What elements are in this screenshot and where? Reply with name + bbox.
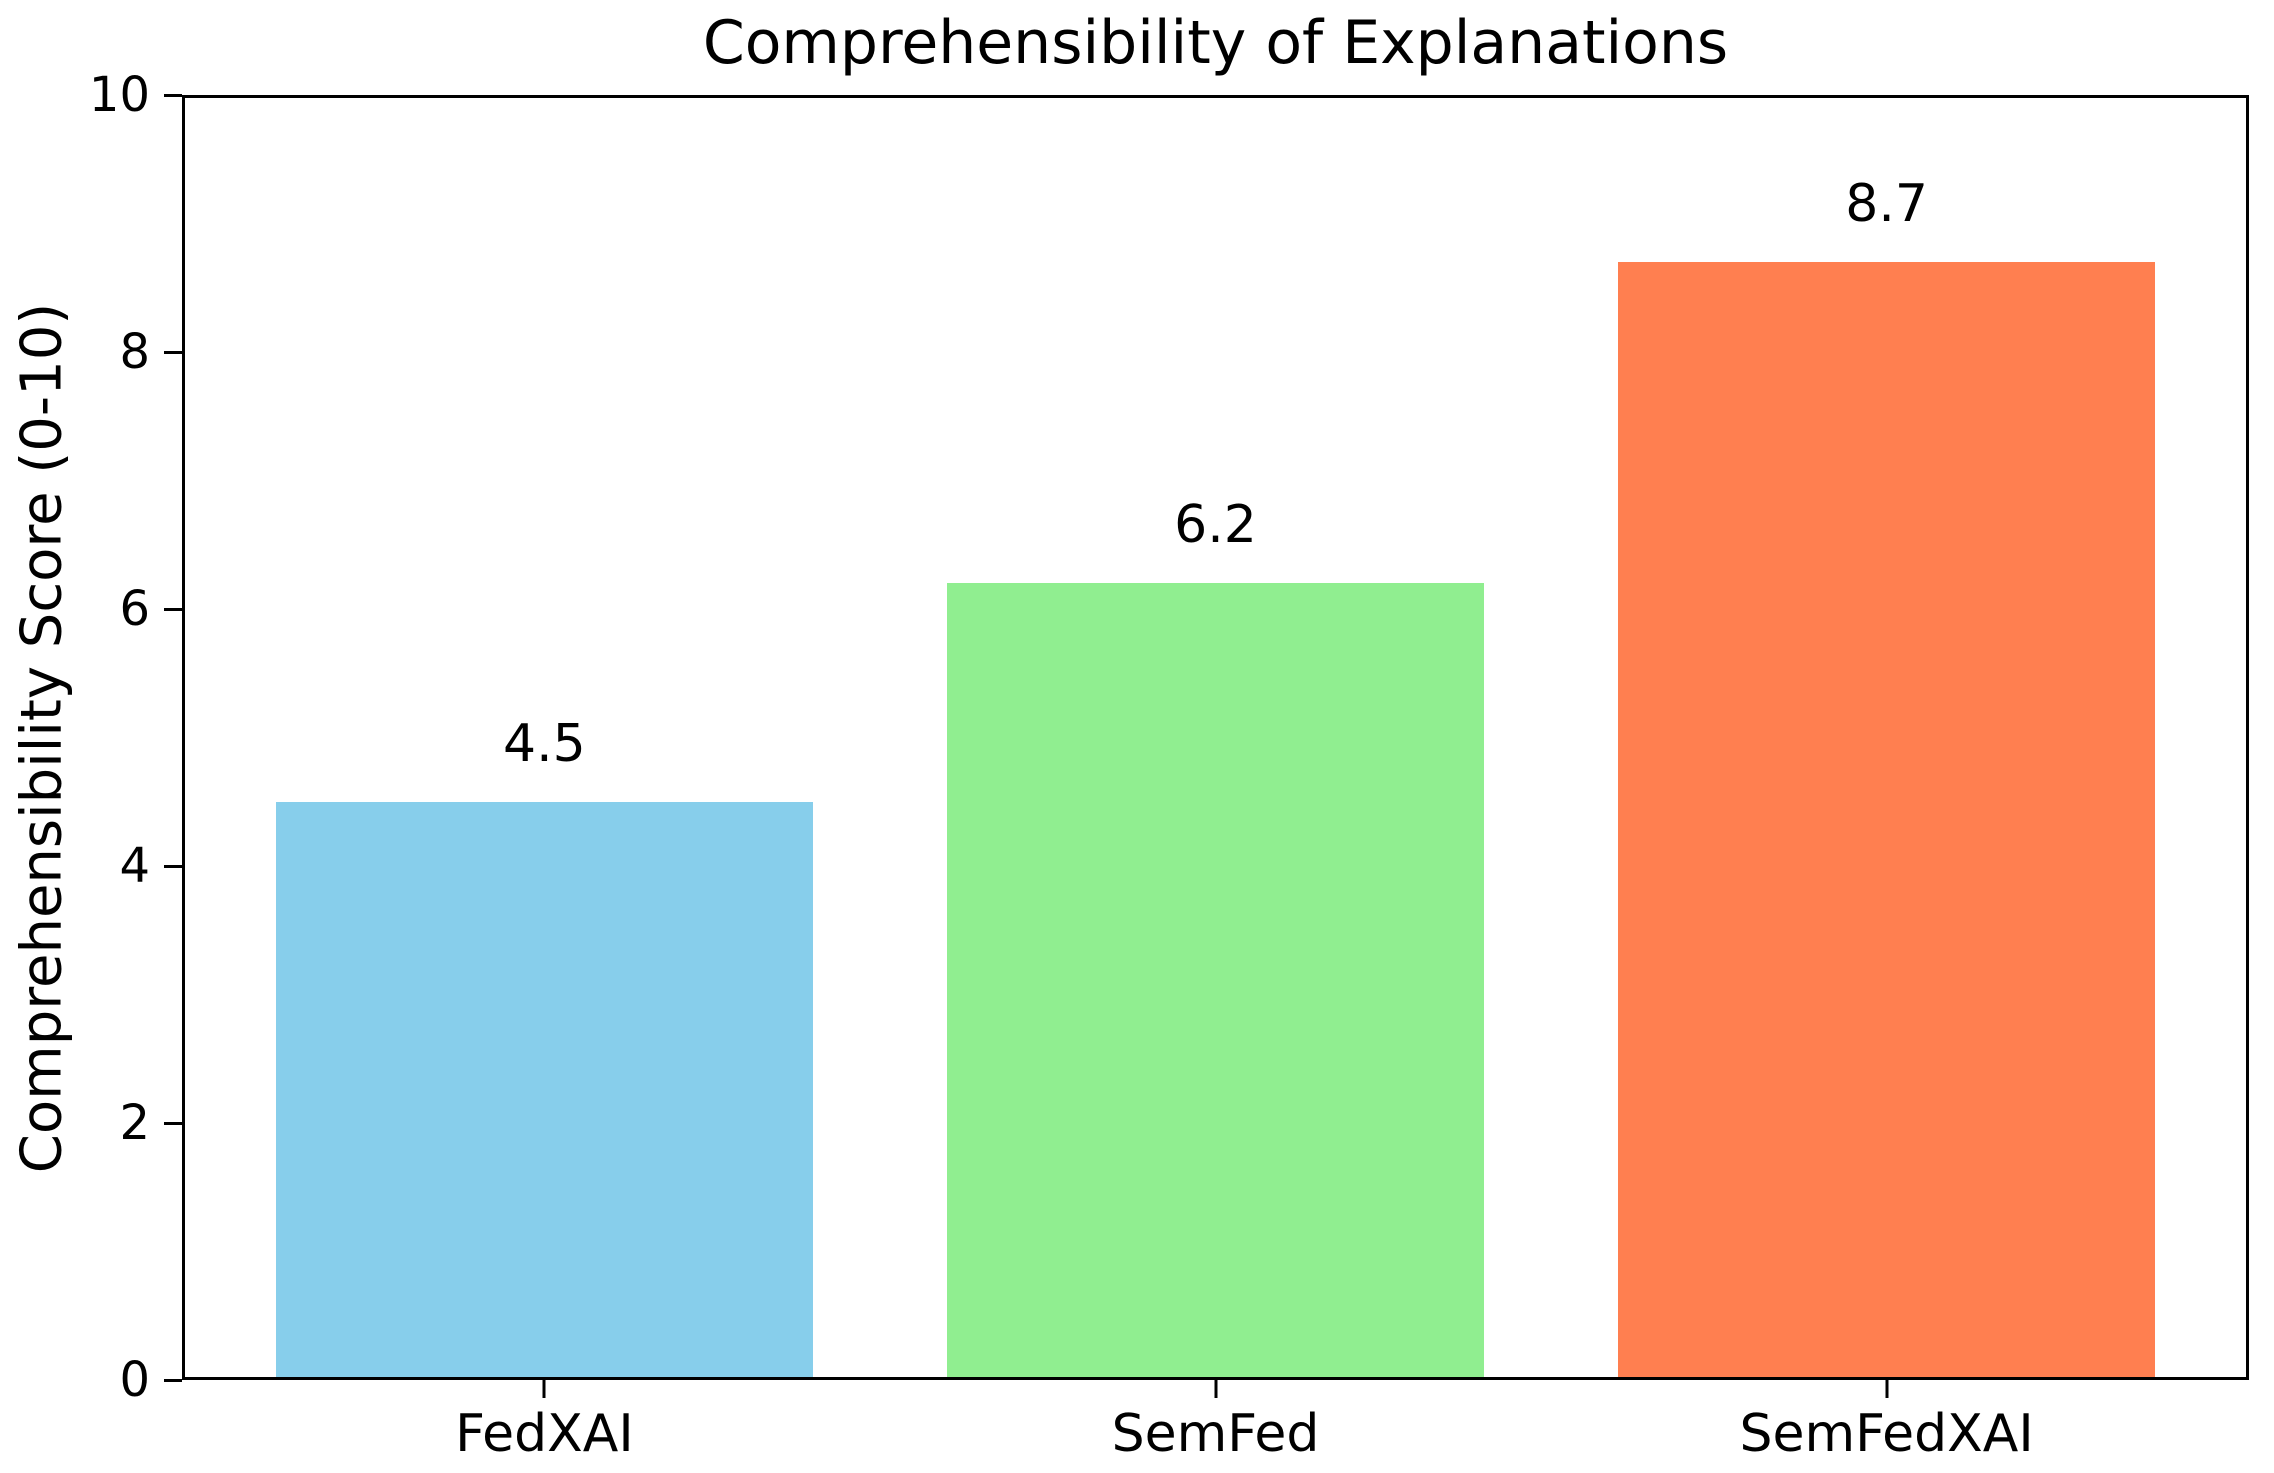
x-axis-tick-mark bbox=[1214, 1380, 1217, 1398]
y-axis-tick-label: 4 bbox=[119, 838, 150, 894]
bar-value-label: 6.2 bbox=[1174, 495, 1257, 556]
y-axis-tick-label: 8 bbox=[119, 324, 150, 380]
chart-title: Comprehensibility of Explanations bbox=[702, 8, 1729, 78]
y-axis-tick-mark bbox=[164, 350, 182, 354]
bar-semfedxai bbox=[1618, 262, 2156, 1380]
bar-value-label: 4.5 bbox=[503, 713, 586, 774]
y-axis-tick-mark bbox=[164, 1121, 182, 1125]
x-axis-tick-mark bbox=[542, 1380, 546, 1398]
y-axis-tick-mark bbox=[164, 864, 182, 868]
y-axis-tick-mark bbox=[164, 93, 182, 97]
y-axis-tick-label: 6 bbox=[119, 581, 150, 637]
y-axis-label: Comprehensibility Score (0-10) bbox=[9, 302, 75, 1174]
x-axis-tick-label: SemFedXAI bbox=[1739, 1404, 2034, 1464]
bar-fedxai bbox=[275, 801, 813, 1380]
x-axis-tick-label: FedXAI bbox=[455, 1404, 634, 1464]
bar-value-label: 8.7 bbox=[1845, 174, 1928, 235]
x-axis-tick-mark bbox=[1885, 1380, 1889, 1398]
y-axis-tick-label: 10 bbox=[88, 67, 150, 123]
x-axis-tick-label: SemFed bbox=[1111, 1404, 1320, 1464]
y-axis-tick-label: 0 bbox=[119, 1352, 150, 1408]
bar-semfed bbox=[947, 583, 1484, 1380]
y-axis-tick-mark bbox=[164, 607, 182, 611]
y-axis-tick-mark bbox=[164, 1378, 182, 1382]
y-axis-tick-label: 2 bbox=[119, 1095, 150, 1151]
